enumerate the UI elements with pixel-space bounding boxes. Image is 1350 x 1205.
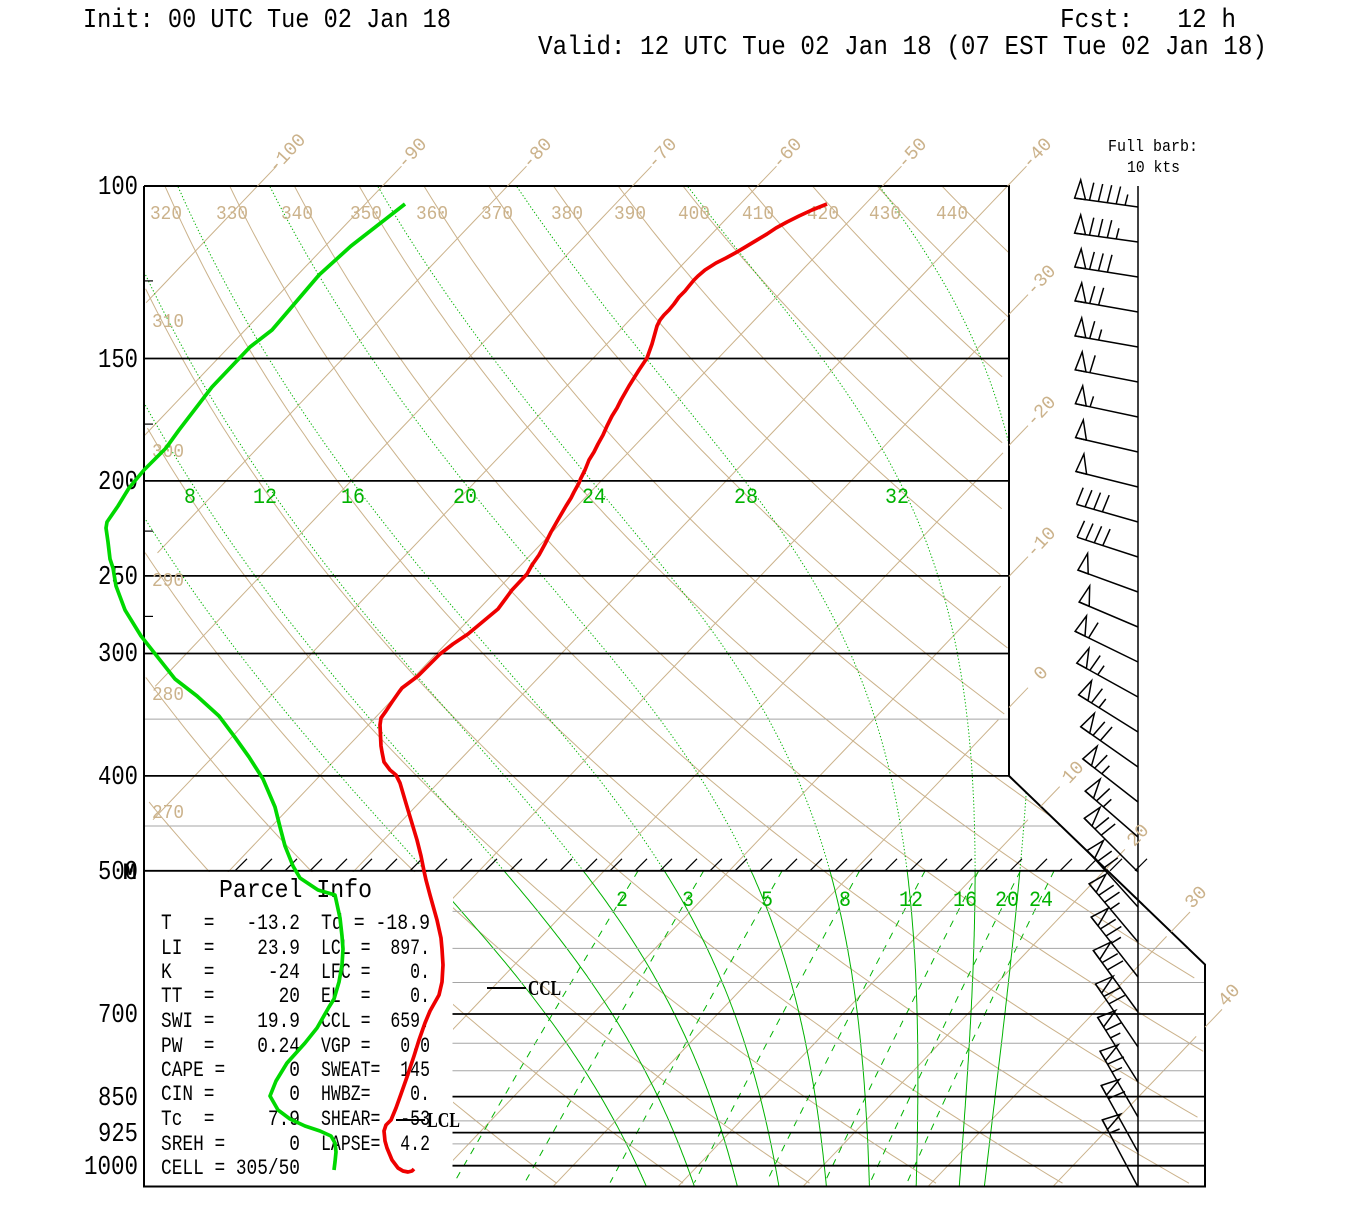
svg-text:390: 390 bbox=[614, 203, 646, 225]
svg-text:Full barb:: Full barb: bbox=[1108, 138, 1198, 157]
svg-text:500: 500 bbox=[98, 858, 138, 888]
svg-text:380: 380 bbox=[551, 203, 583, 225]
svg-text:16: 16 bbox=[953, 888, 977, 913]
svg-text:440: 440 bbox=[936, 203, 968, 225]
svg-text:LAPSE= 4.2: LAPSE= 4.2 bbox=[321, 1132, 430, 1157]
svg-text:8: 8 bbox=[839, 888, 851, 913]
svg-text:PW = 0.24: PW = 0.24 bbox=[161, 1034, 300, 1059]
svg-text:20: 20 bbox=[995, 888, 1019, 913]
svg-text:270: 270 bbox=[152, 802, 184, 824]
svg-text:320: 320 bbox=[150, 203, 182, 225]
svg-text:350: 350 bbox=[350, 203, 382, 225]
svg-text:28: 28 bbox=[734, 485, 758, 510]
svg-text:340: 340 bbox=[281, 203, 313, 225]
svg-text:K = -24: K = -24 bbox=[161, 960, 300, 985]
svg-text:12: 12 bbox=[899, 888, 923, 913]
svg-text:LCL = 897.: LCL = 897. bbox=[321, 936, 430, 961]
svg-text:850: 850 bbox=[98, 1084, 138, 1114]
svg-text:VGP = 0.0: VGP = 0.0 bbox=[321, 1034, 430, 1059]
svg-text:32: 32 bbox=[885, 485, 909, 510]
svg-text:10 kts: 10 kts bbox=[1127, 159, 1180, 178]
svg-text:SREH = 0: SREH = 0 bbox=[161, 1132, 300, 1157]
svg-text:20: 20 bbox=[453, 485, 477, 510]
svg-text:HWBZ= 0.: HWBZ= 0. bbox=[321, 1082, 430, 1107]
svg-text:5: 5 bbox=[761, 888, 773, 913]
svg-text:CELL = 305/50: CELL = 305/50 bbox=[161, 1156, 300, 1181]
svg-text:T = -13.2: T = -13.2 bbox=[161, 911, 300, 936]
svg-text:400: 400 bbox=[678, 203, 710, 225]
svg-text:LCL: LCL bbox=[427, 1108, 460, 1132]
svg-text:CCL = 659.: CCL = 659. bbox=[321, 1009, 430, 1034]
svg-text:3: 3 bbox=[682, 888, 694, 913]
svg-text:280: 280 bbox=[152, 684, 184, 706]
svg-text:2: 2 bbox=[616, 888, 628, 913]
svg-text:SWI = 19.9: SWI = 19.9 bbox=[161, 1009, 300, 1034]
svg-text:300: 300 bbox=[98, 640, 138, 670]
svg-text:16: 16 bbox=[341, 485, 365, 510]
svg-text:CIN = 0: CIN = 0 bbox=[161, 1082, 300, 1107]
svg-text:100: 100 bbox=[98, 173, 138, 203]
svg-text:Fcst: 12 h: Fcst: 12 h bbox=[1060, 6, 1236, 36]
svg-text:400: 400 bbox=[98, 763, 138, 793]
svg-text:Init: 00 UTC Tue 02 Jan 18: Init: 00 UTC Tue 02 Jan 18 bbox=[83, 6, 451, 36]
svg-text:M: M bbox=[123, 860, 137, 886]
svg-text:12: 12 bbox=[253, 485, 277, 510]
svg-text:24: 24 bbox=[582, 485, 606, 510]
svg-text:410: 410 bbox=[742, 203, 774, 225]
svg-text:330: 330 bbox=[216, 203, 248, 225]
svg-text:CCL: CCL bbox=[528, 976, 561, 1000]
svg-text:150: 150 bbox=[98, 346, 138, 376]
svg-text:700: 700 bbox=[98, 1001, 138, 1031]
svg-text:Td = -18.9: Td = -18.9 bbox=[321, 911, 430, 936]
svg-text:360: 360 bbox=[416, 203, 448, 225]
svg-text:LI = 23.9: LI = 23.9 bbox=[161, 936, 300, 961]
svg-text:Parcel Info: Parcel Info bbox=[219, 875, 372, 905]
svg-text:925: 925 bbox=[98, 1120, 138, 1150]
svg-text:370: 370 bbox=[481, 203, 513, 225]
svg-text:310: 310 bbox=[152, 311, 184, 333]
svg-text:EL = 0.: EL = 0. bbox=[321, 984, 430, 1009]
svg-text:290: 290 bbox=[152, 570, 184, 592]
svg-text:1000: 1000 bbox=[84, 1153, 138, 1183]
svg-text:8: 8 bbox=[184, 485, 196, 510]
svg-text:300: 300 bbox=[152, 441, 184, 463]
svg-text:24: 24 bbox=[1029, 888, 1053, 913]
svg-text:TT = 20: TT = 20 bbox=[161, 984, 300, 1009]
svg-text:Valid: 12 UTC Tue 02 Jan 18 (0: Valid: 12 UTC Tue 02 Jan 18 (07 EST Tue … bbox=[538, 33, 1267, 63]
svg-text:430: 430 bbox=[869, 203, 901, 225]
